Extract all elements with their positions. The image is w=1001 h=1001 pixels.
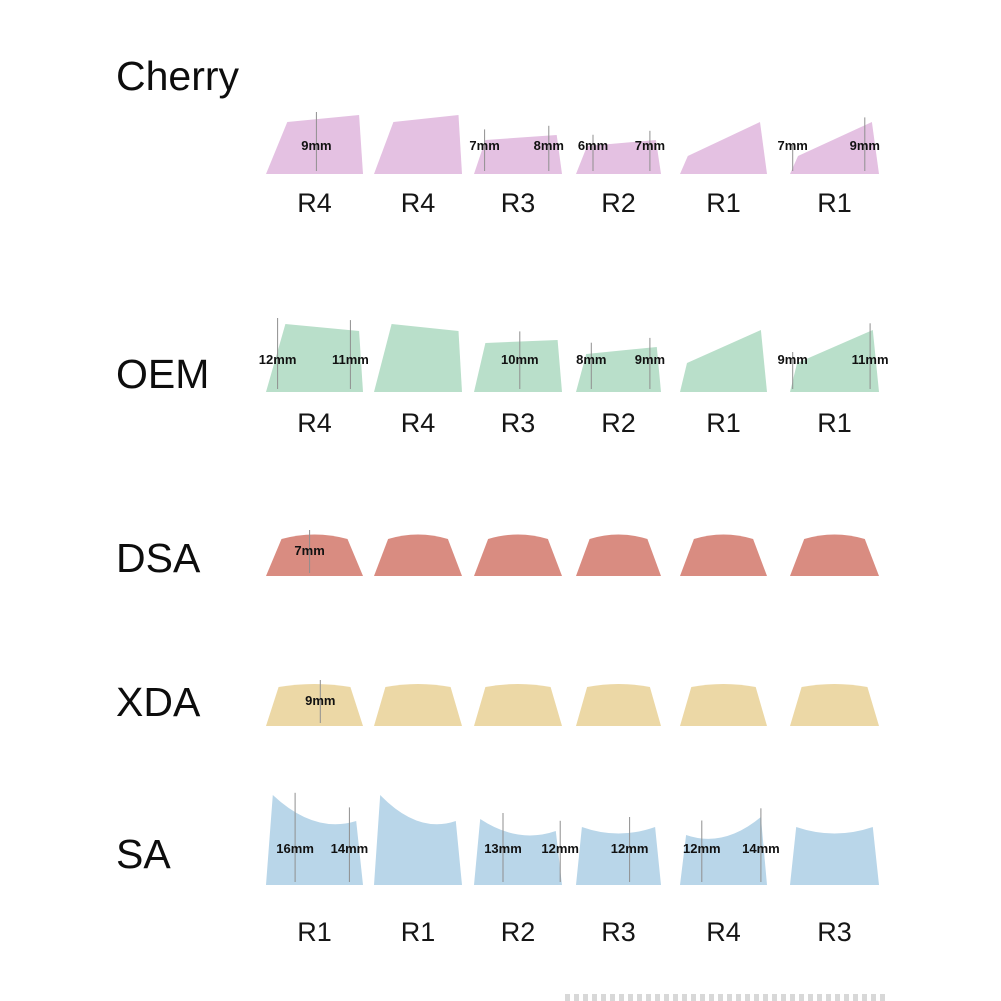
keycap-row-label: R3 [601,917,636,947]
keycap-cherry-3 [474,135,562,174]
measurement-label: 10mm [501,352,539,367]
keycap-row-label: R4 [401,408,436,438]
profile-label-oem: OEM [116,351,210,397]
measurement-label: 12mm [259,352,297,367]
keycap-row-label: R4 [297,408,332,438]
keycap-sa-3 [474,819,562,885]
profile-label-dsa: DSA [116,535,201,581]
keycap-row-sa: 16mm 14mm R1 R1 13mm 12mm R2 12mm R3 12mm 14mm R4 R3 [266,792,879,947]
keycap-sa-4 [576,827,661,885]
measurement-label: 9mm [305,693,335,708]
keycap-xda-3 [474,684,562,726]
keycap-row-label: R2 [501,917,536,947]
keycap-sa-6 [790,827,879,885]
measurement-label: 7mm [635,138,665,153]
measurement-label: 11mm [852,352,889,367]
keycap-oem-2 [374,324,462,392]
keycap-row-cherry: 9mm R4 R4 7mm 8mm R3 6mm 7mm R2 R1 7mm 9mm R1 [266,112,880,218]
cropped-watermark-strip [565,994,885,1001]
keycap-dsa-4 [576,534,661,576]
keycap-dsa-3 [474,534,562,576]
measurement-label: 13mm [484,841,522,856]
keycap-oem-6 [790,330,879,392]
measurement-label: 9mm [635,352,665,367]
measurement-label: 9mm [850,138,880,153]
keycap-dsa-1 [266,534,363,576]
profile-label-sa: SA [116,831,171,877]
keycap-row-label: R1 [817,188,852,218]
keycap-row-label: R1 [706,188,741,218]
keycap-oem-4 [576,347,661,392]
measurement-label: 11mm [332,352,369,367]
keycap-row-label: R3 [817,917,852,947]
keycap-row-label: R3 [501,188,536,218]
measurement-label: 14mm [331,841,369,856]
measurement-label: 8mm [534,138,564,153]
keycap-dsa-2 [374,534,462,576]
measurement-label: 7mm [469,138,499,153]
keycap-cherry-2 [374,115,462,174]
keycap-row-label: R4 [706,917,741,947]
keycap-oem-3 [474,340,562,392]
keycap-dsa-6 [790,534,879,576]
keycap-xda-1 [266,684,363,726]
measurement-label: 9mm [778,352,808,367]
keycap-xda-4 [576,684,661,726]
profile-label-cherry: Cherry [116,53,240,99]
keycap-row-label: R1 [706,408,741,438]
keycap-row-label: R1 [297,917,332,947]
measurement-label: 6mm [578,138,608,153]
keycap-xda-6 [790,684,879,726]
keycap-row-xda: 9mm [266,680,879,726]
profile-label-xda: XDA [116,679,201,725]
keycap-dsa-5 [680,534,767,576]
keycap-row-label: R4 [297,188,332,218]
keycap-cherry-5 [680,122,767,174]
keycap-row-oem: 12mm 11mm R4 R4 10mm R3 8mm 9mm R2 R1 9mm 11mm R1 [259,318,889,438]
keycap-row-dsa: 7mm [266,530,879,576]
keycap-row-label: R3 [501,408,536,438]
keycap-xda-2 [374,684,462,726]
measurement-label: 9mm [301,138,331,153]
keycap-sa-1 [266,795,363,885]
keycap-oem-5 [680,330,767,392]
measurement-label: 14mm [742,841,780,856]
measurement-label: 12mm [541,841,579,856]
keycap-xda-5 [680,684,767,726]
measurement-label: 7mm [294,543,324,558]
measurement-label: 8mm [576,352,606,367]
keycap-row-label: R2 [601,408,636,438]
measurement-label: 12mm [683,841,721,856]
keycap-row-label: R1 [401,917,436,947]
measurement-label: 12mm [611,841,649,856]
measurement-label: 7mm [778,138,808,153]
keycap-cherry-4 [576,140,661,174]
keycap-sa-2 [374,795,462,885]
keycap-cherry-1 [266,115,363,174]
keycap-row-label: R4 [401,188,436,218]
measurement-label: 16mm [276,841,314,856]
keycap-oem-1 [266,324,363,392]
keycap-row-label: R1 [817,408,852,438]
keycap-cherry-6 [790,122,879,174]
keycap-row-label: R2 [601,188,636,218]
